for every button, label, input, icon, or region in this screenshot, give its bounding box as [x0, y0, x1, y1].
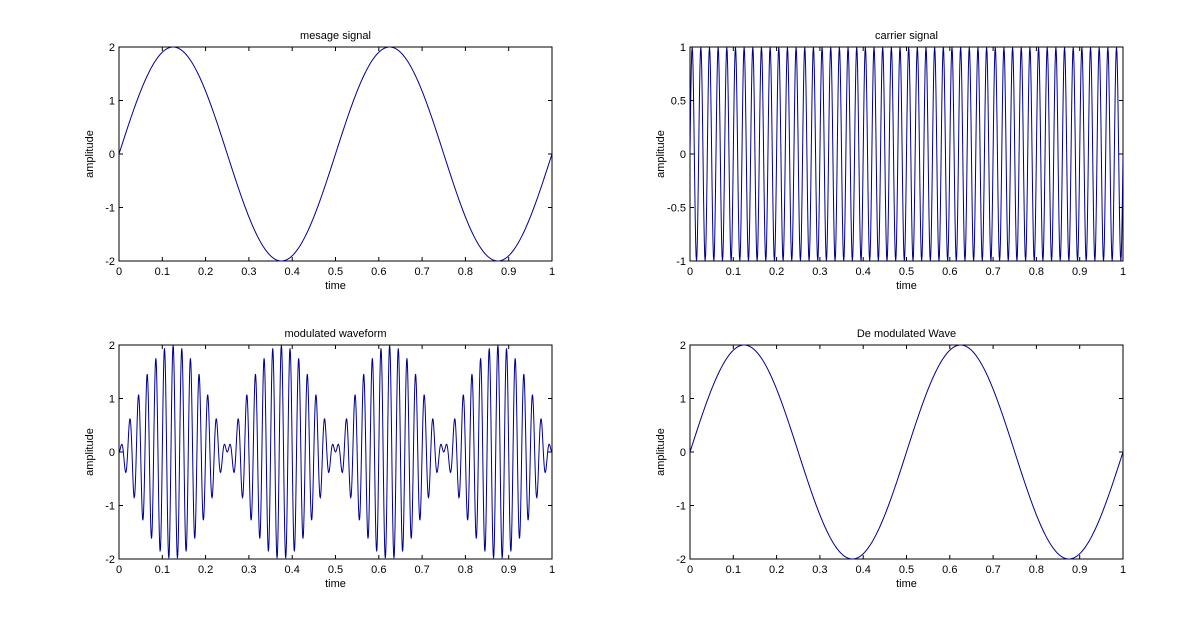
x-tick-label: 0: [116, 266, 122, 278]
subplot-3: 0 0.1 0.2 0.3 0.4 0.5 0.6 0.7 0.8 0.9 1 -2 -1 0 1 2 modu…: [84, 328, 555, 590]
chart-title: De modulated Wave: [857, 328, 956, 340]
x-tick-label: 0.3: [812, 266, 827, 278]
x-tick-label: 0.6: [371, 564, 386, 576]
x-tick-label: 1: [549, 564, 555, 576]
x-tick-label: 0.6: [942, 564, 957, 576]
x-tick-label: 0.2: [198, 266, 213, 278]
x-tick-label: 0.4: [285, 564, 300, 576]
chart-title: mesage signal: [300, 30, 371, 42]
x-tick-label: 0.6: [942, 266, 957, 278]
y-tick-label: 2: [109, 42, 115, 54]
x-tick-label: 0.4: [285, 266, 300, 278]
x-tick-label: 0.7: [414, 564, 429, 576]
x-tick-label: 0.5: [328, 564, 343, 576]
y-tick-label: 0: [680, 447, 686, 459]
x-tick-label: 0.3: [241, 266, 256, 278]
series-line-1: [118, 344, 553, 559]
y-tick-label: 2: [680, 340, 686, 352]
x-axis-label: time: [896, 578, 917, 590]
x-tick-label: 0.5: [328, 266, 343, 278]
x-axis-label: time: [325, 280, 346, 292]
x-tick-label: 0.5: [899, 266, 914, 278]
x-tick-label: 0.8: [458, 564, 473, 576]
x-tick-label: 0: [116, 564, 122, 576]
x-tick-label: 0.8: [1029, 266, 1044, 278]
y-tick-label: 2: [109, 340, 115, 352]
x-tick-label: 0.2: [198, 564, 213, 576]
subplot-2: 0 0.1 0.2 0.3 0.4 0.5 0.6 0.7 0.8 0.9 1 -1 -0.5 0 0.5 1…: [655, 30, 1126, 292]
y-tick-label: 0: [109, 447, 115, 459]
x-tick-label: 0.1: [155, 266, 170, 278]
x-tick-label: 0.3: [241, 564, 256, 576]
x-tick-label: 0.4: [856, 266, 871, 278]
subplot-4: 0 0.1 0.2 0.3 0.4 0.5 0.6 0.7 0.8 0.9 1 -2 -1 0 1 2 De m…: [655, 328, 1126, 590]
x-tick-label: 0.5: [899, 564, 914, 576]
subplot-grid: 0 0.1 0.2 0.3 0.4 0.5 0.6 0.7 0.8 0.9 1-2-1012mesa…: [84, 30, 1126, 590]
y-tick-label: 1: [680, 42, 686, 54]
y-tick-label: -0.5: [667, 203, 686, 215]
x-tick-label: 0.1: [726, 266, 741, 278]
x-tick-label: 0.2: [769, 266, 784, 278]
y-tick-label: 0.5: [671, 96, 686, 108]
y-tick-label: 1: [680, 394, 686, 406]
y-tick-label: 1: [109, 96, 115, 108]
subplot-1: 0 0.1 0.2 0.3 0.4 0.5 0.6 0.7 0.8 0.9 1 -2 -1 0 1 2 mesa…: [84, 30, 555, 292]
y-tick-label: 1: [109, 394, 115, 406]
x-tick-label: 0.9: [1072, 266, 1087, 278]
x-tick-label: 0.3: [812, 564, 827, 576]
x-tick-label: 0.8: [458, 266, 473, 278]
series-line-1: [689, 344, 1124, 560]
x-tick-label: 0.2: [769, 564, 784, 576]
y-tick-label: 0: [680, 149, 686, 161]
x-tick-label: 0.1: [155, 564, 170, 576]
chart-title: carrier signal: [875, 30, 938, 42]
x-tick-label: 0.9: [501, 266, 516, 278]
x-tick-label: 0.7: [414, 266, 429, 278]
series-line-1: [118, 46, 553, 262]
y-tick-label: 0: [109, 149, 115, 161]
series-line-1: [689, 46, 1124, 262]
y-tick-label: -1: [676, 501, 686, 513]
y-tick-label: -2: [105, 554, 115, 566]
x-tick-label: 0.9: [1072, 564, 1087, 576]
x-tick-label: 0: [687, 266, 693, 278]
x-tick-label: 0.4: [856, 564, 871, 576]
y-tick-label: -2: [105, 256, 115, 268]
y-tick-label: -1: [105, 501, 115, 513]
x-tick-label: 0.7: [985, 564, 1000, 576]
x-tick-label: 0.9: [501, 564, 516, 576]
y-axis-label: amplitude: [84, 428, 96, 476]
y-tick-label: -1: [676, 256, 686, 268]
x-tick-label: 1: [1120, 564, 1126, 576]
x-tick-label: 0: [687, 564, 693, 576]
x-axis-label: time: [896, 280, 917, 292]
x-tick-label: 0.8: [1029, 564, 1044, 576]
x-tick-label: 1: [549, 266, 555, 278]
x-axis-label: time: [325, 578, 346, 590]
y-tick-label: -2: [676, 554, 686, 566]
y-axis-label: amplitude: [655, 428, 667, 476]
y-axis-label: amplitude: [84, 130, 96, 178]
x-tick-label: 0.7: [985, 266, 1000, 278]
x-tick-label: 1: [1120, 266, 1126, 278]
x-tick-label: 0.1: [726, 564, 741, 576]
chart-title: modulated waveform: [284, 328, 386, 340]
x-tick-label: 0.6: [371, 266, 386, 278]
y-axis-label: amplitude: [655, 130, 667, 178]
y-tick-label: -1: [105, 203, 115, 215]
